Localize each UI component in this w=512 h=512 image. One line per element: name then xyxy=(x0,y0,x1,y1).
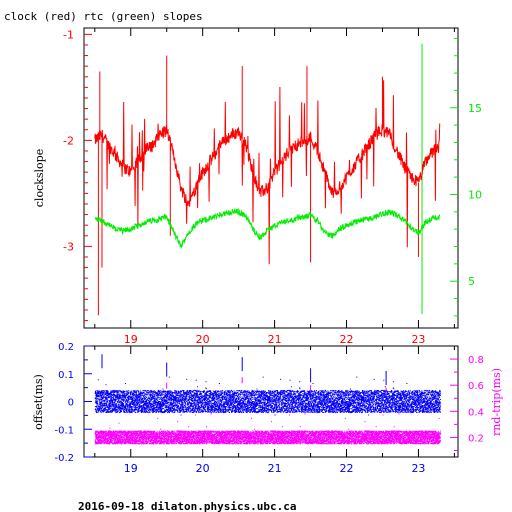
offset-panel: 19 20 21 22 23 0.2 0.1 0 -0.1 -0.2 0.2 0.4 0.6 0.8 of… xyxy=(32,342,503,475)
left-tick-label: 0 xyxy=(68,398,74,409)
x-tick-label: 23 xyxy=(411,462,425,475)
right-tick-label: 10 xyxy=(468,188,482,201)
x-tick-label: 22 xyxy=(340,333,354,346)
right-tick-label: 5 xyxy=(468,275,475,288)
clock-series-line xyxy=(94,80,441,265)
x-tick-label: 19 xyxy=(124,462,138,475)
right-tick-label: 15 xyxy=(468,102,482,115)
offset-y-axis-label: offset(ms) xyxy=(32,374,45,430)
right-tick-label: 0.4 xyxy=(468,407,484,418)
offset-axes: 19 20 21 22 23 0.2 0.1 0 -0.1 -0.2 0.2 0.4 0.6 0.8 xyxy=(54,342,483,475)
x-tick-label: 23 xyxy=(411,333,425,346)
offset-points xyxy=(94,354,441,416)
roundtrip-y-axis-label: rnd-trip(ms) xyxy=(490,368,503,436)
slopes-data xyxy=(94,43,441,316)
left-tick-label: 0.1 xyxy=(58,370,74,381)
slopes-axes: 19 20 21 22 23 -1 -2 -3 5 10 15 xyxy=(63,28,482,346)
slopes-frame xyxy=(83,27,459,329)
x-tick-label: 21 xyxy=(268,333,282,346)
x-tick-label: 19 xyxy=(124,333,138,346)
left-tick-label: -0.1 xyxy=(54,425,74,436)
x-tick-label: 22 xyxy=(340,462,354,475)
right-tick-label: 0.8 xyxy=(468,355,484,366)
footer-caption: 2016-09-18 dilaton.physics.ubc.ca xyxy=(78,500,297,512)
rtc-series-line xyxy=(94,207,441,249)
x-tick-label: 20 xyxy=(196,462,210,475)
x-tick-label: 21 xyxy=(268,462,282,475)
right-tick-label: 0.2 xyxy=(468,433,484,444)
left-tick-label: -0.2 xyxy=(54,453,74,464)
left-tick-label: -2 xyxy=(63,134,74,147)
left-tick-label: 0.2 xyxy=(58,342,74,353)
left-tick-label: -3 xyxy=(63,240,74,253)
offset-data xyxy=(94,354,441,445)
roundtrip-points xyxy=(94,377,441,445)
right-tick-label: 0.6 xyxy=(468,381,484,392)
x-tick-label: 20 xyxy=(196,333,210,346)
slopes-y-axis-label: clockslope xyxy=(33,149,46,207)
left-tick-label: -1 xyxy=(63,28,74,41)
chart-title: clock (red) rtc (green) slopes xyxy=(4,10,203,23)
slopes-panel: 19 20 21 22 23 -1 -2 -3 5 10 15 clockslope xyxy=(33,27,482,346)
